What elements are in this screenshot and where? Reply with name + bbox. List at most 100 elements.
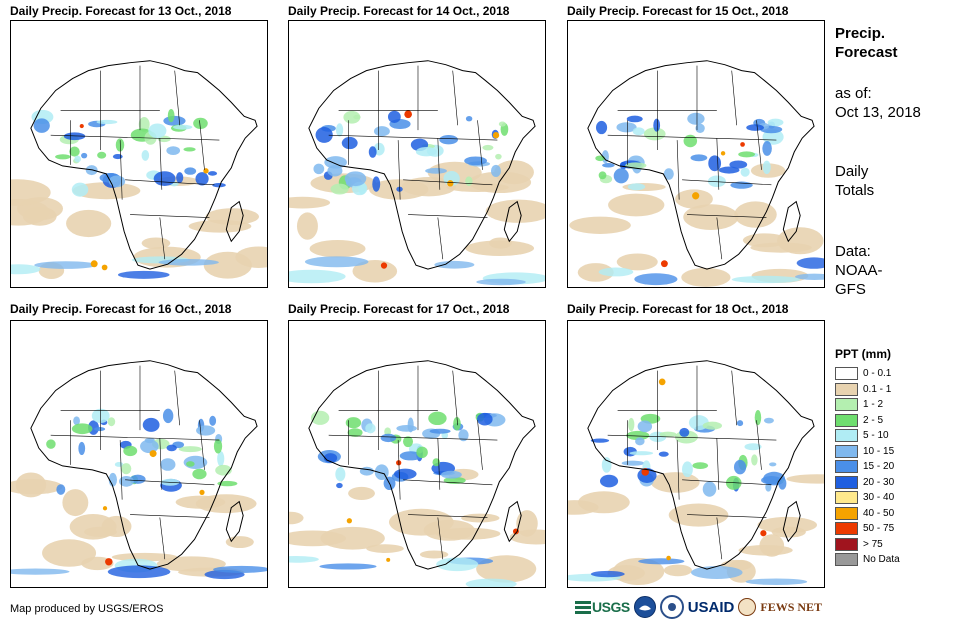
panel-title-3: Daily Precip. Forecast for 15 Oct., 2018	[567, 4, 789, 18]
africa-outline	[30, 60, 258, 270]
africa-outline	[308, 60, 536, 270]
forecast-map-1	[10, 20, 268, 288]
africa-outline	[308, 360, 536, 570]
map-credit: Map produced by USGS/EROS	[10, 603, 164, 615]
forecast-map-5	[288, 320, 546, 588]
legend-item: > 75	[835, 537, 900, 553]
fews-globe-icon	[738, 598, 757, 616]
legend-label: No Data	[863, 554, 900, 566]
legend-swatch	[835, 413, 858, 427]
sidebar-title-line1: Precip.	[835, 25, 886, 42]
country-borders	[607, 365, 777, 560]
legend-title: PPT (mm)	[835, 347, 892, 361]
precip-patches	[289, 110, 545, 286]
sidebar-title-line2: Forecast	[835, 44, 898, 61]
agency-logos: USGS USAID FEWS NET	[575, 595, 823, 619]
legend-swatch	[835, 491, 858, 505]
legend-label: 0.1 - 1	[863, 383, 892, 395]
country-borders	[328, 365, 498, 560]
legend-label: 40 - 50	[863, 507, 895, 519]
forecast-map-6	[567, 320, 825, 588]
legend-swatch	[835, 506, 858, 520]
legend-item: 50 - 75	[835, 521, 900, 537]
forecast-map-4	[10, 320, 268, 588]
africa-outline	[587, 360, 815, 570]
legend-item: 2 - 5	[835, 413, 900, 429]
map-svg-5	[289, 360, 545, 587]
legend-item: 0.1 - 1	[835, 382, 900, 398]
country-borders	[50, 65, 220, 260]
legend-swatch	[835, 553, 858, 567]
madagascar-outline	[782, 500, 801, 543]
map-svg-1	[11, 60, 267, 280]
legend-item: 40 - 50	[835, 506, 900, 522]
legend-label: 30 - 40	[863, 492, 895, 504]
legend-item: 15 - 20	[835, 459, 900, 475]
legend: 0 - 0.1 0.1 - 1 1 - 2 2 - 5 5 - 10 10 - 15 15 …	[835, 366, 900, 568]
legend-swatch	[835, 537, 858, 551]
asof-label: as of:	[835, 85, 872, 102]
legend-item: 20 - 30	[835, 475, 900, 491]
asof-date: Oct 13, 2018	[835, 104, 921, 121]
legend-item: 1 - 2	[835, 397, 900, 413]
precip-patches	[569, 112, 824, 287]
madagascar-outline	[503, 500, 522, 543]
country-borders	[328, 65, 498, 260]
legend-label: 1 - 2	[863, 399, 884, 411]
africa-outline	[587, 60, 815, 270]
country-borders	[50, 365, 220, 560]
doi-seal-icon	[659, 595, 684, 619]
legend-swatch	[835, 429, 858, 443]
panel-title-6: Daily Precip. Forecast for 18 Oct., 2018	[567, 302, 789, 316]
africa-outline	[30, 360, 258, 570]
totals-line1: Daily	[835, 163, 869, 180]
panel-title-1: Daily Precip. Forecast for 13 Oct., 2018	[10, 4, 232, 18]
legend-item: 0 - 0.1	[835, 366, 900, 382]
legend-swatch	[835, 367, 858, 381]
legend-label: > 75	[863, 538, 883, 550]
usgs-logo: USGS	[575, 598, 630, 616]
map-svg-4	[11, 360, 267, 580]
precip-patches	[289, 410, 545, 587]
legend-item: 5 - 10	[835, 428, 900, 444]
legend-label: 50 - 75	[863, 523, 895, 535]
forecast-map-3	[567, 20, 825, 288]
legend-swatch	[835, 522, 858, 536]
totals-block: Daily Totals	[835, 162, 874, 200]
legend-label: 15 - 20	[863, 461, 895, 473]
map-svg-6	[568, 360, 824, 586]
legend-item: 10 - 15	[835, 444, 900, 460]
usgs-logo-text: USGS	[592, 598, 630, 615]
asof-block: as of: Oct 13, 2018	[835, 84, 921, 122]
panel-title-4: Daily Precip. Forecast for 16 Oct., 2018	[10, 302, 232, 316]
precip-patches	[568, 378, 824, 586]
data-line2: GFS	[835, 281, 866, 298]
fews-net-logo: FEWS NET	[760, 599, 823, 614]
legend-swatch	[835, 444, 858, 458]
precip-patches	[11, 108, 267, 280]
data-source-block: Data: NOAA- GFS	[835, 242, 883, 299]
precip-patches	[11, 408, 267, 580]
legend-label: 10 - 15	[863, 445, 895, 457]
usaid-logo: USAID	[687, 598, 735, 616]
legend-item: No Data	[835, 552, 900, 568]
legend-label: 20 - 30	[863, 476, 895, 488]
map-svg-3	[569, 60, 824, 287]
legend-swatch	[835, 475, 858, 489]
panel-title-2: Daily Precip. Forecast for 14 Oct., 2018	[288, 4, 510, 18]
country-borders	[607, 65, 777, 260]
data-label: Data:	[835, 243, 871, 260]
legend-item: 30 - 40	[835, 490, 900, 506]
forecast-map-2	[288, 20, 546, 288]
legend-swatch	[835, 382, 858, 396]
legend-label: 0 - 0.1	[863, 368, 892, 380]
noaa-logo-icon	[633, 596, 656, 618]
legend-label: 2 - 5	[863, 414, 884, 426]
panel-title-5: Daily Precip. Forecast for 17 Oct., 2018	[288, 302, 510, 316]
madagascar-outline	[225, 500, 244, 543]
madagascar-outline	[503, 200, 522, 243]
legend-swatch	[835, 460, 858, 474]
madagascar-outline	[225, 200, 244, 243]
data-line1: NOAA-	[835, 262, 883, 279]
map-svg-2	[289, 60, 545, 286]
